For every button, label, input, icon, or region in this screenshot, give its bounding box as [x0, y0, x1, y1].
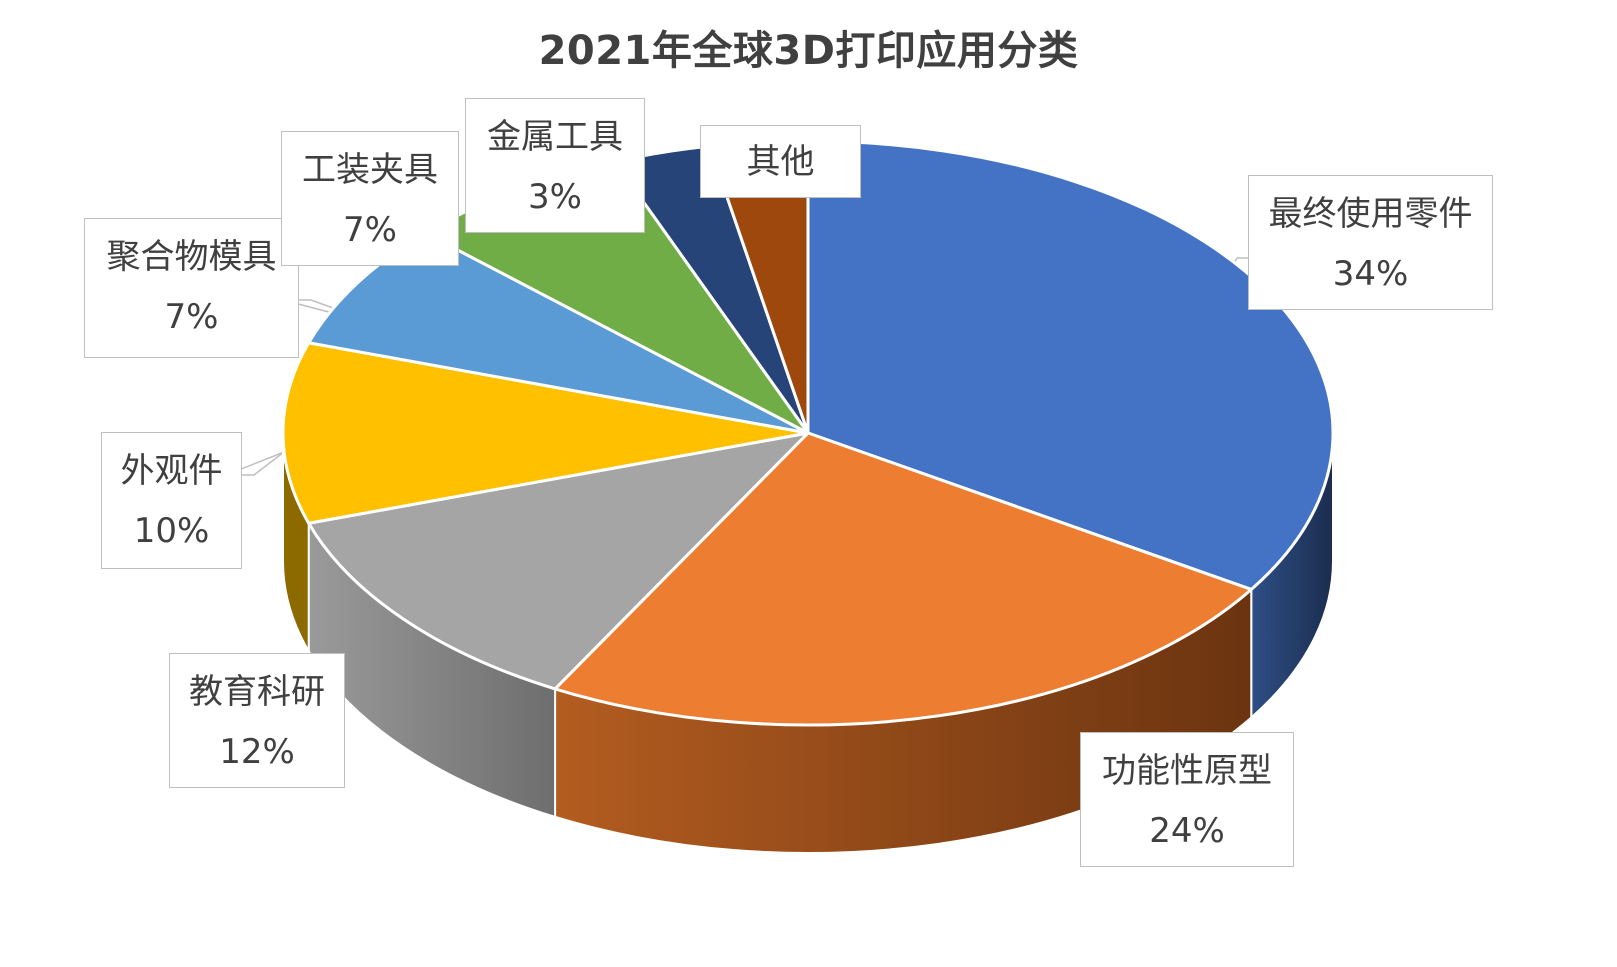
pie-tops — [281, 139, 1335, 727]
data-label-category: 工装夹具 — [302, 150, 438, 190]
data-label-value: 7% — [343, 210, 397, 250]
data-label-2: 教育科研 12% — [169, 653, 345, 788]
pie-slice-1 — [553, 431, 1253, 727]
data-label-value: 3% — [528, 177, 582, 217]
data-label-value: 24% — [1149, 811, 1225, 851]
data-label-category: 教育科研 — [189, 672, 325, 712]
data-label-value: 12% — [219, 732, 295, 772]
data-label-value: 10% — [133, 511, 210, 551]
data-label-category: 聚合物模具 — [106, 237, 277, 277]
pie-slice-3 — [281, 341, 810, 525]
data-label-category: 其他 — [746, 142, 815, 182]
data-label-value: 7% — [164, 297, 219, 337]
data-label-0: 最终使用零件 34% — [1248, 175, 1493, 310]
chart-title: 2021年全球3D打印应用分类 — [538, 28, 1079, 74]
data-label-6: 金属工具 3% — [465, 98, 645, 233]
data-label-5: 工装夹具 7% — [281, 131, 459, 266]
pie-slice-2 — [307, 431, 810, 691]
data-label-category: 功能性原型 — [1102, 751, 1272, 791]
data-label-category: 最终使用零件 — [1268, 194, 1473, 234]
data-label-7: 其他 — [700, 125, 861, 198]
data-label-category: 外观件 — [120, 451, 223, 491]
data-label-category: 金属工具 — [487, 117, 623, 157]
data-label-value: 34% — [1332, 254, 1409, 294]
data-label-4: 聚合物模具 7% — [84, 218, 299, 358]
data-label-1: 功能性原型 24% — [1080, 732, 1294, 867]
data-label-3: 外观件 10% — [101, 432, 242, 569]
